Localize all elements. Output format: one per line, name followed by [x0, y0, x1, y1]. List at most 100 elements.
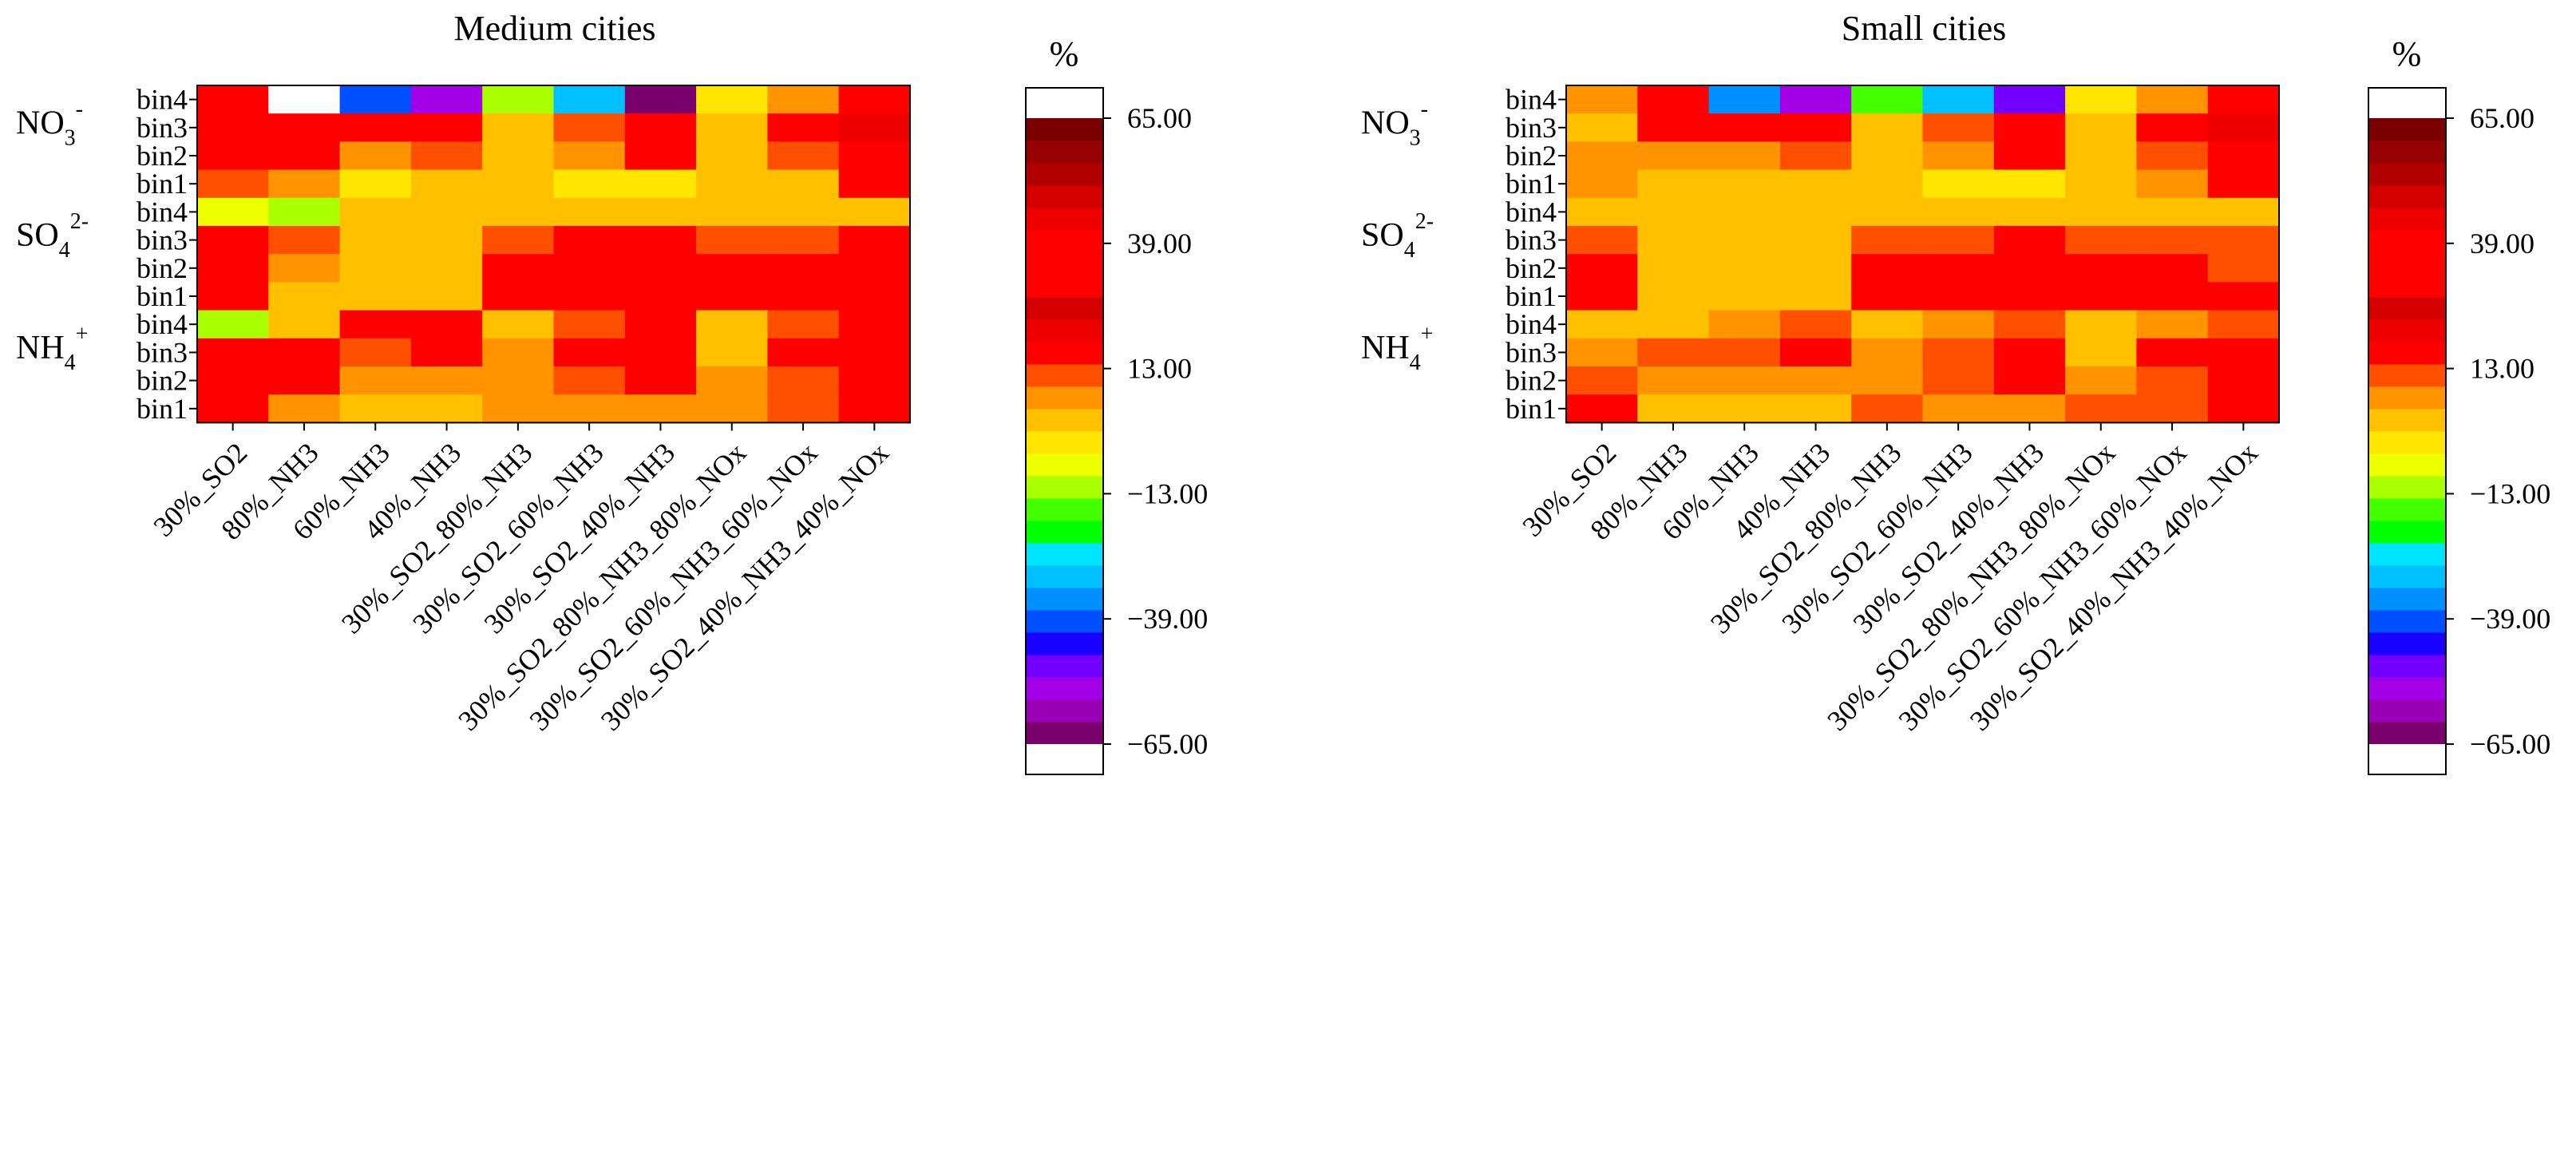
group-label: NO3- [1361, 97, 1428, 150]
heatmap-cell [2207, 113, 2280, 142]
colorbar-segment [1026, 453, 1103, 477]
heatmap-cell [268, 141, 341, 171]
heatmap-cell [1779, 226, 1852, 255]
colorbar-segment [2368, 118, 2446, 141]
heatmap-cell [1779, 338, 1852, 367]
heatmap-cell [197, 85, 269, 114]
colorbar-segment [2368, 498, 2446, 521]
group-label-sub: 4 [1410, 350, 1421, 375]
heatmap-cell [838, 85, 911, 114]
colorbar-segment [2368, 297, 2446, 320]
heatmap-cell [767, 113, 840, 142]
heatmap-cell [197, 226, 269, 255]
heatmap-cell [553, 338, 626, 367]
heatmap-cell [624, 310, 697, 339]
row-label: bin1 [137, 168, 188, 200]
heatmap-cell [1637, 85, 1710, 114]
heatmap-cell [1637, 197, 1710, 227]
heatmap-cell [1708, 113, 1781, 142]
colorbar-segment [2368, 476, 2446, 499]
colorbar-segment [1026, 699, 1103, 723]
heatmap-cell [2207, 226, 2280, 255]
row-label: bin4 [1506, 84, 1557, 116]
colorbar-frame [1025, 87, 1104, 775]
heatmap-cell [268, 310, 341, 339]
heatmap-cell [197, 338, 269, 367]
heatmap-cell [1993, 226, 2066, 255]
heatmap-cell [2207, 310, 2280, 339]
heatmap-cell [553, 197, 626, 227]
heatmap-cell [339, 310, 412, 339]
colorbar-segment [2368, 588, 2446, 611]
heatmap-cell [1566, 310, 1638, 339]
colorbar-segment [2368, 431, 2446, 454]
colorbar-segment [1026, 565, 1103, 588]
colorbar-segment [2368, 677, 2446, 700]
heatmap-cell [268, 197, 341, 227]
heatmap-cell [197, 113, 269, 142]
heatmap-cell [1993, 338, 2066, 367]
heatmap-cell [482, 282, 555, 311]
row-label: bin3 [1506, 112, 1557, 144]
group-label-sub: 3 [65, 125, 76, 150]
heatmap-cell [1779, 310, 1852, 339]
row-label: bin4 [137, 84, 188, 116]
heatmap-cell [410, 282, 483, 311]
heatmap-frame [1565, 85, 2280, 424]
group-label-base: SO [1361, 217, 1404, 254]
heatmap-cell [339, 226, 412, 255]
group-label-base: SO [16, 217, 59, 254]
heatmap-cell [2065, 113, 2137, 142]
row-label: bin3 [1506, 224, 1557, 256]
heatmap-cell [1851, 366, 1924, 395]
heatmap-cell [2207, 197, 2280, 227]
colorbar-segment [1026, 409, 1103, 432]
heatmap-cell [2065, 310, 2137, 339]
group-label-sup: + [1421, 322, 1434, 346]
heatmap-cell [2065, 141, 2137, 171]
colorbar-segment [1026, 521, 1103, 544]
heatmap-cell [1851, 197, 1924, 227]
heatmap-cell [767, 338, 840, 367]
heatmap-cell [767, 310, 840, 339]
heatmap-cell [1851, 394, 1924, 423]
colorbar-over [1026, 88, 1103, 118]
heatmap-cell [1851, 226, 1924, 255]
heatmap-cell [1993, 366, 2066, 395]
heatmap-cell [696, 366, 768, 395]
heatmap-cell [1566, 394, 1638, 423]
row-label: bin4 [1506, 308, 1557, 340]
heatmap-cell [2065, 197, 2137, 227]
colorbar-segment [1026, 141, 1103, 164]
heatmap-cell [2136, 366, 2209, 395]
heatmap-cell [482, 310, 555, 339]
heatmap-cell [2065, 394, 2137, 423]
heatmap-cell [2065, 169, 2137, 199]
heatmap-cell [2207, 394, 2280, 423]
heatmap-cell [410, 141, 483, 171]
colorbar-segment [2368, 409, 2446, 432]
group-label-sub: 4 [65, 350, 76, 375]
colorbar-segment [2368, 655, 2446, 678]
heatmap-cell [1993, 254, 2066, 283]
heatmap-cell [1922, 141, 1995, 171]
heatmap-cell [696, 141, 768, 171]
colorbar-segment [1026, 655, 1103, 678]
heatmap-cell [1993, 169, 2066, 199]
heatmap-cell [339, 197, 412, 227]
heatmap-cell [1922, 366, 1995, 395]
colorbar-tick-label: 65.00 [2470, 102, 2534, 134]
heatmap-cell [2207, 254, 2280, 283]
heatmap-cell [339, 282, 412, 311]
heatmap-cell [1708, 169, 1781, 199]
colorbar-tick-label: 13.00 [2470, 353, 2534, 385]
colorbar-segment [2368, 163, 2446, 186]
group-label-sub: 3 [1410, 125, 1421, 150]
group-label: NH4+ [1361, 322, 1433, 375]
colorbar-segment [1026, 677, 1103, 700]
heatmap-cell [339, 85, 412, 114]
colorbar-segment [2368, 141, 2446, 164]
heatmap-cell [1566, 85, 1638, 114]
group-label-sub: 4 [1404, 238, 1415, 263]
